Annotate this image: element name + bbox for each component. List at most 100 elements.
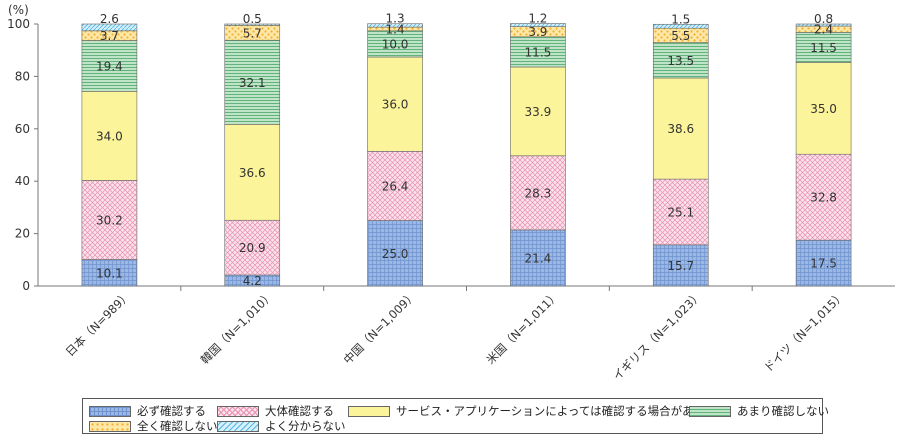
data-label: 20.9 [239,241,266,255]
bar-segment [224,23,281,26]
bar-segment [652,77,709,180]
y-tick-label: 60 [15,122,30,136]
legend-swatch [348,405,390,417]
data-label: 32.8 [810,191,837,205]
data-label: 13.5 [667,54,694,68]
legend-label: よく分からない [265,419,346,433]
bar-segment [367,151,423,221]
data-label: 10.1 [96,266,123,280]
x-tick-label: 日本（N=989） [63,288,134,359]
bar-segment [510,66,566,157]
legend-swatch [89,405,131,417]
bar-segment [795,23,852,27]
bar-segment [224,39,281,125]
legend-item: 必ず確認する [89,403,206,419]
legend-swatch [89,420,131,432]
data-label: 32.1 [239,76,266,90]
legend-item: 全く確認しない [89,418,218,434]
data-label: 34.0 [96,129,123,143]
x-tick-label: イギリス（N=1,023） [610,288,705,383]
data-label: 36.0 [382,98,409,112]
data-label: 25.1 [667,205,694,219]
bar-segment [652,42,709,79]
stacked-bar-chart: (%) 0 20 40 60 80 100 日本（N=989） 韓国（N=1,010） 中国（N… [7,3,895,383]
bar-segment [652,244,709,287]
data-label: 26.4 [382,179,409,193]
data-label: 3.7 [100,29,119,43]
legend-swatch [689,405,731,417]
bar-segment [224,124,281,221]
data-label: 5.5 [671,29,690,43]
bar-segment [224,219,281,276]
legend-label: 必ず確認する [137,404,206,418]
bar-segment [510,36,566,68]
legend-item: 大体確認する [217,403,334,419]
legend-label: 全く確認しない [137,419,218,433]
legend-label: あまり確認しない [737,404,829,418]
bar-segment [795,62,852,155]
data-label: 1.5 [671,12,690,26]
data-label: 19.4 [96,59,123,73]
data-label: 1.4 [386,22,405,36]
labels-layer: 10.1 30.2 34.0 19.4 3.7 2.6 4.2 20.9 36.6 32.1 5.7… [96,11,837,288]
bar-segment [81,259,138,287]
bar-segment [795,153,852,241]
data-label: 38.6 [667,122,694,136]
bar-segment [367,23,423,28]
bar-segment [81,180,138,260]
data-label: 3.9 [528,25,547,39]
data-label: 5.7 [243,26,262,40]
bar-segment [81,23,138,32]
data-label: 11.5 [810,41,837,55]
y-tick-label: 80 [15,69,30,83]
bar-segment [652,23,709,29]
x-tick-label: 中国（N=1,009） [341,288,420,367]
y-tick-label: 40 [15,174,30,188]
data-label: 2.6 [100,12,119,26]
x-tick-label: 米国（N=1,011） [483,288,562,367]
bar-segment [795,32,852,63]
data-label: 0.8 [814,12,833,26]
data-label: 25.0 [382,247,409,261]
data-label: 2.4 [814,23,833,37]
data-label: 1.2 [528,11,547,25]
bars-layer [81,23,852,287]
data-label: 35.0 [810,102,837,116]
bar-segment [510,23,566,27]
data-label: 36.6 [239,166,266,180]
bar-segment [510,229,566,287]
data-label: 17.5 [810,257,837,271]
y-tick-label: 20 [15,227,30,241]
data-label: 33.9 [525,105,552,119]
bar-segment [795,239,852,287]
bar-segment [367,220,423,287]
data-label: 15.7 [667,259,694,273]
bar-segment [367,56,423,152]
axis-layer: 0 20 40 60 80 100 日本（N=989） 韓国（N=1,010） 中国（N=1,0… [7,17,895,383]
legend-item: あまり確認しない [689,403,829,419]
x-tick-label: 韓国（N=1,010） [198,288,277,367]
data-label: 21.4 [525,251,552,265]
legend-item: サービス・アプリケーションによっては確認する場合がある [348,403,705,419]
legend-swatch [217,420,259,432]
y-tick-label: 100 [7,17,30,31]
data-label: 28.3 [525,186,552,200]
y-tick-label: 0 [22,279,30,293]
data-label: 4.2 [243,274,262,288]
unit-label: (%) [8,3,29,17]
data-label: 10.0 [382,37,409,51]
x-tick-label: ドイツ（N=1,015） [761,288,848,375]
data-label: 30.2 [96,213,123,227]
bar-segment [81,40,138,92]
legend-swatch [217,405,259,417]
data-label: 0.5 [243,12,262,26]
legend-item: よく分からない [217,418,346,434]
legend: 必ず確認する 大体確認する サービス・アプリケーションによっては確認する場合がある あ… [82,398,829,434]
data-label: 11.5 [525,45,552,59]
data-label: 1.3 [386,12,405,26]
bar-segment [367,30,423,58]
bar-segment [652,178,709,246]
bar-segment [510,155,566,231]
bar-segment [81,91,138,181]
legend-label: 大体確認する [265,404,334,418]
